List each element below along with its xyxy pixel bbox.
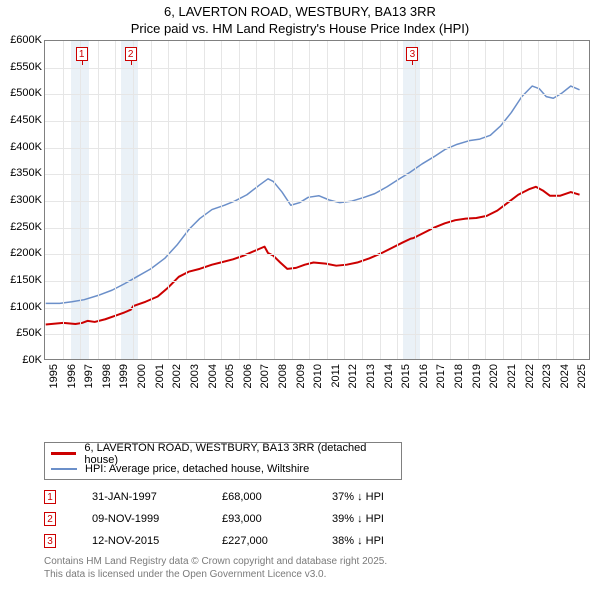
- marker-box: 3: [406, 47, 418, 61]
- chart-area: £0K £50K £100K £150K £200K £250K £300K £350K £40…: [0, 40, 600, 400]
- marker-box: 2: [125, 47, 137, 61]
- y-tick-label: £100K: [10, 301, 42, 313]
- page: 6, LAVERTON ROAD, WESTBURY, BA13 3RR Pri…: [0, 0, 600, 590]
- title-line-1: 6, LAVERTON ROAD, WESTBURY, BA13 3RR: [0, 4, 600, 21]
- footer: Contains HM Land Registry data © Crown c…: [44, 556, 387, 581]
- sale-pct: 38% ↓ HPI: [332, 535, 384, 547]
- sale-date: 09-NOV-1999: [92, 513, 222, 525]
- legend-swatch: [51, 468, 77, 470]
- legend-item: 6, LAVERTON ROAD, WESTBURY, BA13 3RR (de…: [51, 446, 395, 461]
- y-tick-label: £150K: [10, 274, 42, 286]
- y-tick-label: £250K: [10, 221, 42, 233]
- sale-date: 31-JAN-1997: [92, 491, 222, 503]
- sale-row: 1 31-JAN-1997 £68,000 37% ↓ HPI: [44, 486, 564, 508]
- footer-line-2: This data is licensed under the Open Gov…: [44, 569, 387, 582]
- sale-date: 12-NOV-2015: [92, 535, 222, 547]
- y-tick-label: £500K: [10, 87, 42, 99]
- sales-table: 1 31-JAN-1997 £68,000 37% ↓ HPI 2 09-NOV…: [44, 486, 564, 552]
- sale-row: 3 12-NOV-2015 £227,000 38% ↓ HPI: [44, 530, 564, 552]
- y-tick-label: £550K: [10, 61, 42, 73]
- marker-box: 1: [76, 47, 88, 61]
- legend-swatch: [51, 452, 76, 455]
- x-tick-label: 2025: [576, 364, 600, 388]
- sale-marker: 3: [44, 534, 56, 548]
- sale-row: 2 09-NOV-1999 £93,000 39% ↓ HPI: [44, 508, 564, 530]
- y-tick-label: £200K: [10, 247, 42, 259]
- y-tick-label: £300K: [10, 194, 42, 206]
- y-tick-label: £450K: [10, 114, 42, 126]
- y-tick-label: £400K: [10, 141, 42, 153]
- plot-area: 1 2 3: [44, 40, 590, 360]
- y-tick-label: £0K: [22, 354, 42, 366]
- y-tick-label: £350K: [10, 167, 42, 179]
- sale-price: £227,000: [222, 535, 332, 547]
- legend: 6, LAVERTON ROAD, WESTBURY, BA13 3RR (de…: [44, 442, 402, 480]
- chart-lines: [45, 41, 589, 359]
- chart-title: 6, LAVERTON ROAD, WESTBURY, BA13 3RR Pri…: [0, 0, 600, 38]
- sale-marker: 1: [44, 490, 56, 504]
- footer-line-1: Contains HM Land Registry data © Crown c…: [44, 556, 387, 569]
- sale-price: £68,000: [222, 491, 332, 503]
- sale-marker: 2: [44, 512, 56, 526]
- sale-price: £93,000: [222, 513, 332, 525]
- legend-label: HPI: Average price, detached house, Wilt…: [85, 463, 309, 475]
- y-tick-label: £50K: [16, 327, 42, 339]
- sale-pct: 39% ↓ HPI: [332, 513, 384, 525]
- sale-pct: 37% ↓ HPI: [332, 491, 384, 503]
- y-tick-label: £600K: [10, 34, 42, 46]
- title-line-2: Price paid vs. HM Land Registry's House …: [0, 21, 600, 38]
